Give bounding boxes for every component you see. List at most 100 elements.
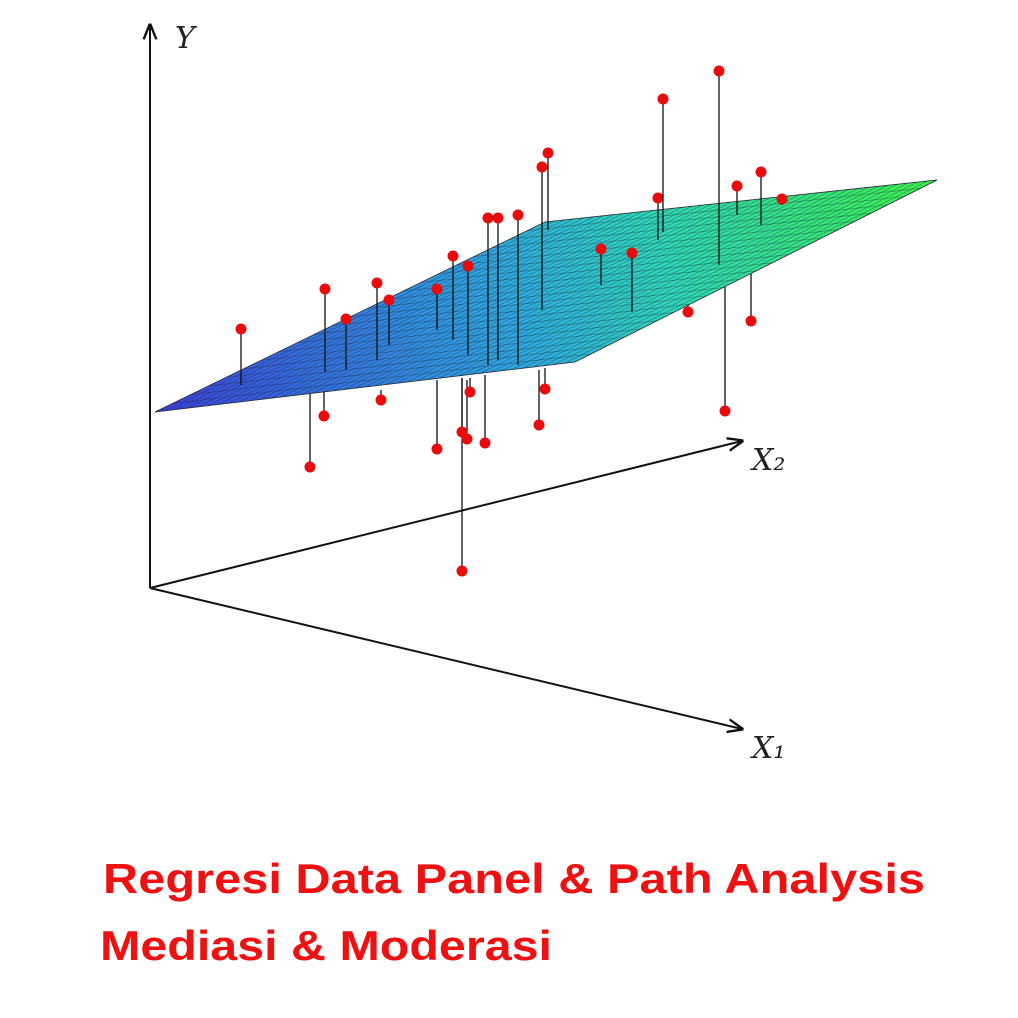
mesh-line — [574, 179, 938, 363]
points-below — [304, 265, 757, 577]
data-point — [304, 461, 316, 473]
x2-axis-label: X₂ — [750, 443, 785, 478]
mesh-line — [270, 210, 653, 399]
data-point — [482, 212, 494, 224]
mesh-line — [301, 206, 683, 395]
mesh-line — [417, 195, 791, 382]
data-point — [536, 161, 548, 173]
data-point — [235, 323, 247, 335]
mesh-line — [438, 229, 839, 275]
x1-axis — [149, 587, 742, 729]
data-point — [340, 313, 352, 325]
data-point — [447, 250, 459, 262]
mesh-line — [522, 184, 889, 369]
mesh-line — [544, 179, 938, 223]
mesh-line — [543, 182, 908, 367]
mesh-line — [186, 218, 575, 409]
mesh-line — [375, 199, 751, 387]
mesh-line — [532, 183, 898, 368]
mesh-line — [491, 204, 888, 249]
data-point — [462, 260, 474, 272]
mesh-line — [364, 200, 742, 388]
data-point — [652, 192, 664, 204]
mesh-line — [296, 295, 707, 344]
mesh-line — [553, 181, 918, 365]
data-point — [431, 443, 443, 455]
data-point — [479, 437, 491, 449]
data-point — [464, 386, 476, 398]
mesh-line — [459, 191, 830, 377]
mesh-line — [312, 205, 693, 394]
data-point — [776, 193, 788, 205]
mesh-line — [396, 197, 771, 384]
data-point — [626, 247, 638, 259]
mesh-line — [333, 203, 712, 392]
mesh-line — [249, 212, 634, 402]
mesh-line — [154, 361, 576, 413]
data-point — [731, 180, 743, 192]
mesh-line — [217, 215, 604, 405]
x2-axis — [149, 441, 742, 589]
mesh-line — [349, 270, 757, 318]
mesh-line — [564, 180, 928, 364]
data-point — [318, 410, 330, 422]
mesh-line — [385, 198, 761, 385]
data-point — [512, 209, 524, 221]
data-point — [456, 565, 468, 577]
data-point — [456, 426, 468, 438]
mesh-line — [501, 187, 869, 372]
mesh-line — [259, 211, 644, 400]
data-point — [492, 212, 504, 224]
data-point — [383, 294, 395, 306]
mesh-line — [427, 194, 800, 380]
mesh-line — [509, 196, 905, 240]
data-point — [431, 283, 443, 295]
axes — [150, 25, 742, 729]
mesh-line — [280, 209, 663, 398]
mesh-line — [279, 303, 691, 352]
data-point — [719, 405, 731, 417]
data-point — [755, 166, 767, 178]
mesh-line — [367, 262, 773, 309]
data-point — [319, 283, 331, 295]
mesh-line — [238, 213, 624, 403]
mesh-line — [314, 287, 724, 335]
data-point — [595, 243, 607, 255]
data-point — [371, 277, 383, 289]
data-point — [539, 383, 551, 395]
mesh-line — [332, 278, 740, 326]
mesh-line — [322, 204, 702, 393]
mesh-line — [406, 196, 781, 383]
mesh-line — [480, 189, 849, 374]
y-axis-label: Y — [175, 21, 198, 56]
regression-plane — [154, 179, 938, 413]
plane-mesh — [154, 179, 938, 413]
mesh-line — [354, 201, 732, 389]
mesh-line — [243, 320, 658, 370]
data-point — [533, 419, 545, 431]
mesh-line — [474, 212, 872, 257]
mesh-line — [208, 336, 625, 387]
data-point — [745, 315, 757, 327]
mesh-line — [456, 221, 855, 266]
mesh-line — [165, 220, 555, 412]
mesh-line — [490, 188, 859, 373]
mesh-line — [172, 353, 592, 404]
points-above — [235, 65, 788, 385]
mesh-line — [196, 217, 585, 408]
x1-axis-label: X₁ — [750, 731, 785, 766]
data-point — [657, 93, 669, 105]
data-point — [375, 394, 387, 406]
mesh-line — [438, 193, 810, 379]
mesh-line — [448, 192, 820, 378]
mesh-line — [291, 208, 673, 397]
caption-line-2: Mediasi & Moderasi — [100, 922, 552, 969]
mesh-line — [527, 187, 921, 231]
mesh-line — [207, 216, 595, 407]
data-point — [682, 306, 694, 318]
mesh-line — [511, 185, 879, 370]
mesh-line — [225, 328, 641, 378]
mesh-line — [469, 190, 840, 375]
caption-line-1: Regresi Data Panel & Path Analysis — [103, 855, 925, 902]
